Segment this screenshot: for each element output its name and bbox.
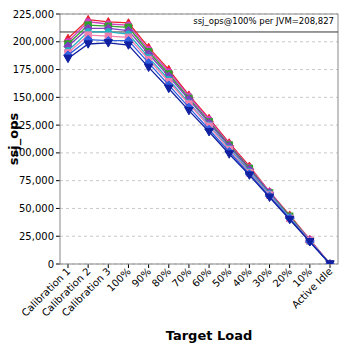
series-line — [68, 43, 330, 264]
grid-line — [60, 152, 338, 153]
grid-line — [60, 125, 338, 126]
x-tick — [269, 264, 270, 268]
annotation: ssj_ops@100% per JVM=208,827 — [193, 16, 334, 26]
y-tick — [56, 264, 60, 265]
marker — [306, 239, 314, 246]
marker — [144, 64, 152, 71]
y-tick — [56, 125, 60, 126]
x-tick — [330, 264, 331, 268]
marker — [225, 151, 233, 158]
marker — [124, 42, 132, 49]
x-tick — [128, 264, 129, 268]
x-tick — [148, 264, 149, 268]
x-tick-label: 50% — [210, 266, 234, 290]
series-line — [68, 20, 330, 264]
marker — [285, 216, 293, 223]
x-tick-label: 40% — [230, 266, 254, 290]
marker — [64, 55, 72, 62]
x-tick-label: Active Idle — [290, 266, 335, 311]
x-tick-label: 70% — [170, 266, 194, 290]
x-tick — [68, 264, 69, 268]
grid-line — [60, 69, 338, 70]
plot-frame — [60, 14, 338, 264]
y-tick — [56, 41, 60, 42]
grid-line — [60, 41, 338, 42]
marker — [104, 40, 112, 47]
grid-line — [60, 180, 338, 181]
y-tick — [56, 14, 60, 15]
y-tick-label: 75,000 — [19, 175, 54, 186]
marker — [185, 107, 193, 114]
y-tick-label: 25,000 — [19, 231, 54, 242]
grid-line — [60, 97, 338, 98]
x-tick-label: 30% — [250, 266, 274, 290]
series-line — [68, 35, 330, 264]
y-tick-label: 175,000 — [13, 64, 54, 75]
x-tick-label: 100% — [105, 266, 133, 294]
y-tick — [56, 69, 60, 70]
marker — [326, 260, 334, 264]
marker — [326, 261, 334, 264]
x-tick-label: 20% — [271, 266, 295, 290]
y-tick-label: 200,000 — [13, 36, 54, 47]
x-tick-label: 80% — [150, 266, 174, 290]
y-tick-label: 50,000 — [19, 203, 54, 214]
x-tick — [309, 264, 310, 268]
y-tick-label: 225,000 — [13, 9, 54, 20]
y-axis-title: ssj_ops — [6, 113, 22, 166]
y-tick — [56, 208, 60, 209]
x-tick — [108, 264, 109, 268]
series-line — [68, 40, 330, 264]
series-line — [68, 28, 330, 264]
x-tick — [229, 264, 230, 268]
x-axis-title: Target Load — [166, 328, 253, 343]
y-tick — [56, 152, 60, 153]
x-tick — [289, 264, 290, 268]
x-tick — [168, 264, 169, 268]
marker — [165, 85, 173, 92]
y-tick-label: 150,000 — [13, 92, 54, 103]
x-tick-label: 60% — [190, 266, 214, 290]
series-line — [68, 32, 330, 264]
x-tick — [188, 264, 189, 268]
series-line — [68, 22, 330, 264]
marker — [326, 260, 334, 264]
marker — [205, 129, 213, 136]
marker — [245, 172, 253, 179]
marker — [326, 260, 334, 264]
x-tick-label: Calibration 3 — [60, 266, 113, 319]
grid-line — [60, 208, 338, 209]
marker — [265, 194, 273, 201]
y-tick-label: 0 — [48, 259, 54, 270]
x-tick — [209, 264, 210, 268]
y-tick — [56, 236, 60, 237]
series-group — [64, 15, 334, 264]
x-tick — [249, 264, 250, 268]
x-tick — [88, 264, 89, 268]
marker — [84, 41, 92, 48]
series-line — [68, 25, 330, 264]
y-tick — [56, 180, 60, 181]
chart: 025,00050,00075,000100,000125,000150,000… — [0, 0, 348, 348]
x-tick-label: 90% — [130, 266, 154, 290]
y-tick — [56, 97, 60, 98]
grid-line — [60, 236, 338, 237]
